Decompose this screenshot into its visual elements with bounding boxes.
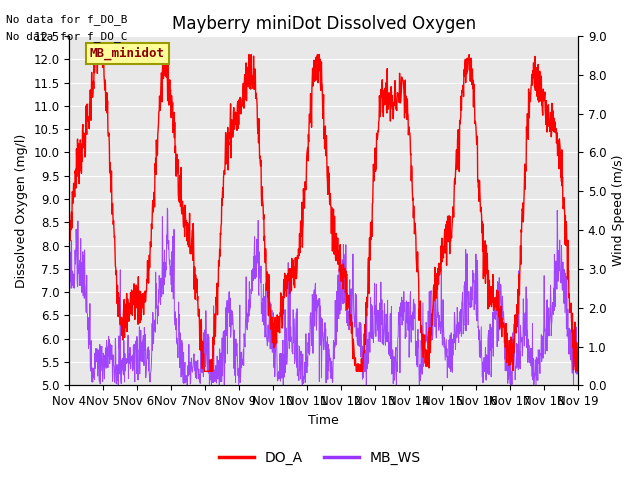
Title: Mayberry miniDot Dissolved Oxygen: Mayberry miniDot Dissolved Oxygen	[172, 15, 476, 33]
Text: MB_minidot: MB_minidot	[90, 47, 164, 60]
Legend: DO_A, MB_WS: DO_A, MB_WS	[214, 445, 426, 471]
Text: No data for f_DO_B: No data for f_DO_B	[6, 14, 128, 25]
X-axis label: Time: Time	[308, 414, 339, 427]
Text: No data for f_DO_C: No data for f_DO_C	[6, 31, 128, 42]
Y-axis label: Dissolved Oxygen (mg/l): Dissolved Oxygen (mg/l)	[15, 133, 28, 288]
Y-axis label: Wind Speed (m/s): Wind Speed (m/s)	[612, 155, 625, 266]
